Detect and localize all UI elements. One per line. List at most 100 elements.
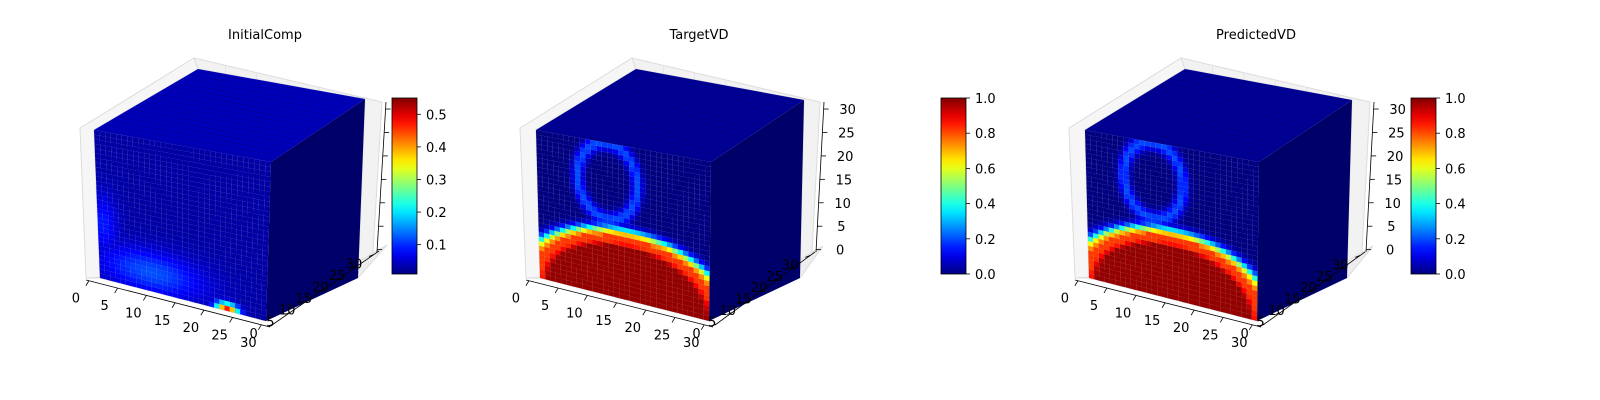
voxel-edge <box>188 74 357 106</box>
voxel-edge <box>710 138 804 197</box>
voxel-edge <box>710 127 804 188</box>
y-tick-label: 30 <box>782 258 799 273</box>
voxel-cell <box>259 159 266 167</box>
x-tick <box>171 302 176 308</box>
x-tick-label: 15 <box>154 314 171 329</box>
colorbar-tick-label: 1.0 <box>1445 92 1466 107</box>
y-tick-label: 20 <box>751 281 768 296</box>
voxel-edge <box>269 149 364 207</box>
voxel-cell <box>1182 147 1189 154</box>
x-tick <box>642 309 647 316</box>
y-tick-label: 20 <box>1300 281 1317 296</box>
voxel-cell <box>1209 152 1216 160</box>
voxel-edge <box>1119 108 1292 141</box>
voxel-cell <box>1188 148 1194 155</box>
voxel-cell <box>683 156 690 164</box>
x-tick-label: 5 <box>100 299 108 314</box>
voxel-edge <box>614 82 784 114</box>
voxel-edge <box>1169 78 1338 110</box>
y-tick <box>1291 300 1297 304</box>
voxel-cell <box>1166 144 1173 151</box>
voxel-edge <box>269 160 363 217</box>
y-tick-label: 10 <box>279 304 296 319</box>
z-axis <box>376 101 391 253</box>
top-face-fill <box>1085 69 1352 162</box>
x-tick-label: 25 <box>211 328 228 343</box>
voxel-cell <box>667 153 673 161</box>
cube-front-face <box>535 129 712 322</box>
voxel-cell <box>639 148 646 155</box>
voxel-cell <box>552 132 559 139</box>
z-axis: 0 5 10 15 20 25 30 <box>1365 101 1406 259</box>
voxel-cell <box>585 138 591 145</box>
voxel-cell <box>688 157 695 165</box>
voxel-edge <box>570 108 744 141</box>
x-tick <box>1219 317 1224 323</box>
chart-title: PredictedVD <box>1216 28 1296 43</box>
x-tick <box>200 309 205 316</box>
x-tick-label: 30 <box>1231 336 1248 351</box>
x-tick-label: 20 <box>625 321 642 336</box>
colorbar-tick-label: 0.5 <box>426 108 447 123</box>
right-face-fill <box>266 99 365 321</box>
x-axis: 0 5 10 15 20 25 30 <box>512 279 714 351</box>
voxel-edge <box>110 120 286 153</box>
panel-predictedvd: 0 5 10 15 20 25 300510152025300510152025300.00… <box>1061 28 1466 351</box>
voxel-edge <box>710 116 804 178</box>
z-axis-line <box>1365 101 1375 253</box>
z-axis-line <box>376 101 387 253</box>
x-axis-line <box>85 279 271 328</box>
voxel-cell <box>99 130 106 137</box>
z-tick-label: 0 <box>1386 244 1394 259</box>
x-tick <box>1190 309 1195 316</box>
voxel-edge <box>267 227 361 277</box>
voxel-edge <box>123 112 298 145</box>
voxel-cell <box>699 159 706 167</box>
y-tick-label: 5 <box>708 315 716 330</box>
voxel-edge <box>103 124 280 157</box>
voxel-edge <box>1156 85 1326 118</box>
voxel-edge <box>539 127 714 161</box>
voxel-cell <box>628 146 635 153</box>
voxel-cell <box>535 129 542 136</box>
voxel-cell <box>541 130 548 137</box>
x-tick <box>525 280 530 286</box>
colorbar-tick-label: 0.4 <box>426 141 447 156</box>
panel-targetvd: 0 5 10 15 20 25 300510152025300510152025300.00… <box>512 28 996 351</box>
voxel-cell <box>237 155 244 163</box>
voxel-cell <box>182 145 189 152</box>
voxel-cell <box>1242 158 1249 166</box>
z-tick-label: 30 <box>1389 103 1406 118</box>
colorbar-tick-label: 0.0 <box>975 268 996 283</box>
x-tick-label: 20 <box>183 321 200 336</box>
voxel-cell <box>1253 160 1260 168</box>
voxel-edge <box>1257 194 1350 247</box>
z-tick-label: 15 <box>1386 173 1403 188</box>
y-tick <box>335 277 341 280</box>
y-tick-label: 15 <box>1284 293 1301 308</box>
y-tick <box>758 289 764 293</box>
y-tick <box>268 323 274 327</box>
x-tick-label: 0 <box>512 292 520 307</box>
voxel-edge <box>194 70 363 102</box>
voxel-cell <box>563 134 570 141</box>
cube-right-face <box>708 100 805 321</box>
x-tick <box>114 287 118 294</box>
x-tick <box>554 287 559 294</box>
voxel-cell <box>1101 132 1108 139</box>
colorbar-tick-label: 0.0 <box>1445 268 1466 283</box>
cube-top-face <box>94 69 365 162</box>
x-tick-label: 10 <box>566 306 583 321</box>
voxel-cell <box>568 135 575 142</box>
y-tick-label: 5 <box>1256 315 1264 330</box>
voxel-cell <box>1160 143 1167 150</box>
colorbar: 0.0 0.2 0.4 0.6 0.8 1.0 <box>1410 92 1466 283</box>
voxel-edge <box>709 194 802 247</box>
voxel-cell <box>104 131 111 138</box>
voxel-edge <box>266 238 360 287</box>
voxel-edge <box>136 104 310 137</box>
voxel-edge <box>1163 82 1332 114</box>
voxel-edge <box>1258 149 1351 207</box>
chart-title: TargetVD <box>668 28 728 43</box>
voxel-cell <box>248 157 255 165</box>
